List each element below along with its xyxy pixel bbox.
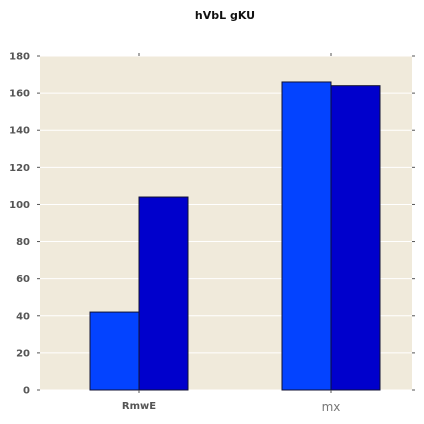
x-tick-label: mx xyxy=(322,400,341,414)
bar-rmwe-series-2 xyxy=(138,196,189,391)
y-tick-label: 0 xyxy=(23,386,30,397)
x-tick-label: RmwE xyxy=(122,401,156,412)
bar-rmwe-series-1 xyxy=(89,311,140,391)
y-tick-label: 120 xyxy=(9,163,30,174)
bar-mx-series-1 xyxy=(281,81,332,391)
y-tick-label: 140 xyxy=(9,126,30,137)
y-tick-label: 100 xyxy=(9,200,30,211)
y-tick-label: 80 xyxy=(16,237,30,248)
y-tick-label: 180 xyxy=(9,52,30,63)
y-tick-label: 20 xyxy=(16,348,30,359)
bars xyxy=(89,81,381,391)
chart-title: hVbL gKU xyxy=(195,9,255,22)
y-tick-label: 60 xyxy=(16,274,30,285)
y-tick-label: 160 xyxy=(9,89,30,100)
y-tick-label: 40 xyxy=(16,311,30,322)
bar-mx-series-2 xyxy=(330,85,381,391)
x-axis: RmwE mx xyxy=(122,53,341,414)
y-axis: 0 20 40 60 80 100 120 140 160 180 xyxy=(9,52,415,397)
